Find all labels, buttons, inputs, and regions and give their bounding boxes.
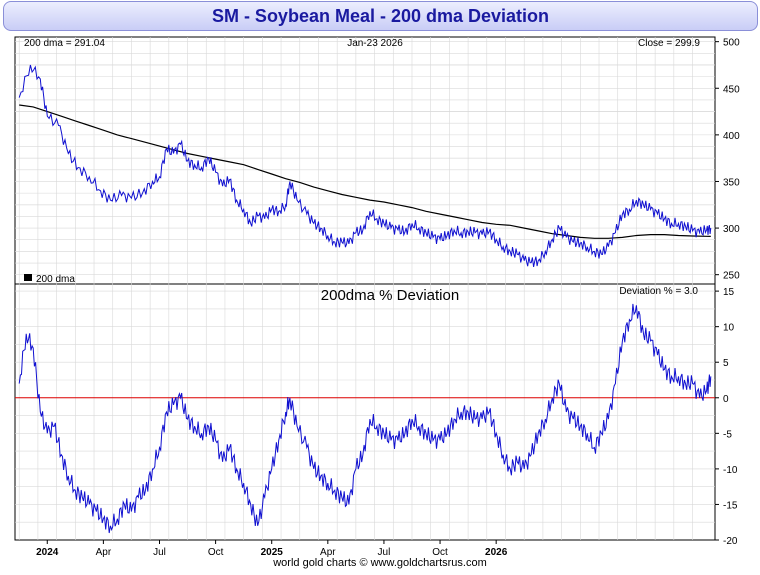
y-tick-label: 300 [723, 224, 740, 235]
x-tick-label: Oct [208, 547, 224, 558]
y-tick-label: 400 [723, 131, 740, 142]
deviation-series-line [18, 303, 712, 534]
y-tick-label: -15 [723, 500, 738, 511]
y-tick-label: 0 [723, 394, 729, 405]
deviation-value-label: Deviation % = 3.0 [619, 286, 698, 297]
footer-credit: world gold charts © www.goldchartsrus.co… [273, 557, 487, 569]
top-y-axis: 250 300 350 400 450 500 [715, 38, 740, 282]
y-tick-label: 250 [723, 271, 740, 282]
x-tick-label: 2026 [485, 547, 508, 558]
legend-label: 200 dma [36, 274, 75, 285]
deviation-panel-title: 200dma % Deviation [321, 287, 459, 304]
y-tick-label: 10 [723, 323, 735, 334]
y-tick-label: -10 [723, 465, 738, 476]
legend-swatch [24, 274, 32, 281]
x-tick-label: Apr [96, 547, 112, 558]
chart-title: SM - Soybean Meal - 200 dma Deviation [3, 1, 758, 31]
y-tick-label: -20 [723, 536, 738, 547]
x-tick-label: 2025 [261, 547, 284, 558]
y-tick-label: -5 [723, 429, 732, 440]
dma-value-label: 200 dma = 291.04 [24, 38, 105, 49]
y-tick-label: 450 [723, 84, 740, 95]
y-tick-label: 5 [723, 358, 729, 369]
y-tick-label: 350 [723, 177, 740, 188]
date-label: Jan-23 2026 [347, 38, 403, 49]
dma-series-line [19, 104, 711, 239]
top-panel-frame [14, 36, 716, 285]
y-tick-label: 15 [723, 287, 735, 298]
x-tick-label: 2024 [36, 547, 59, 558]
bottom-panel-frame [14, 283, 716, 541]
x-tick-label: Jul [153, 547, 166, 558]
bottom-y-axis: -20 -15 -10 -5 0 5 10 15 [715, 287, 738, 547]
y-tick-label: 500 [723, 38, 740, 49]
price-series-line [18, 64, 712, 267]
x-tick-label: Apr [320, 547, 336, 558]
x-tick-label: Jul [378, 547, 391, 558]
x-tick-label: Oct [432, 547, 448, 558]
close-value-label: Close = 299.9 [638, 38, 700, 49]
x-axis: 2024 Apr Jul Oct 2025 Apr Jul Oct 2026 [36, 540, 508, 558]
